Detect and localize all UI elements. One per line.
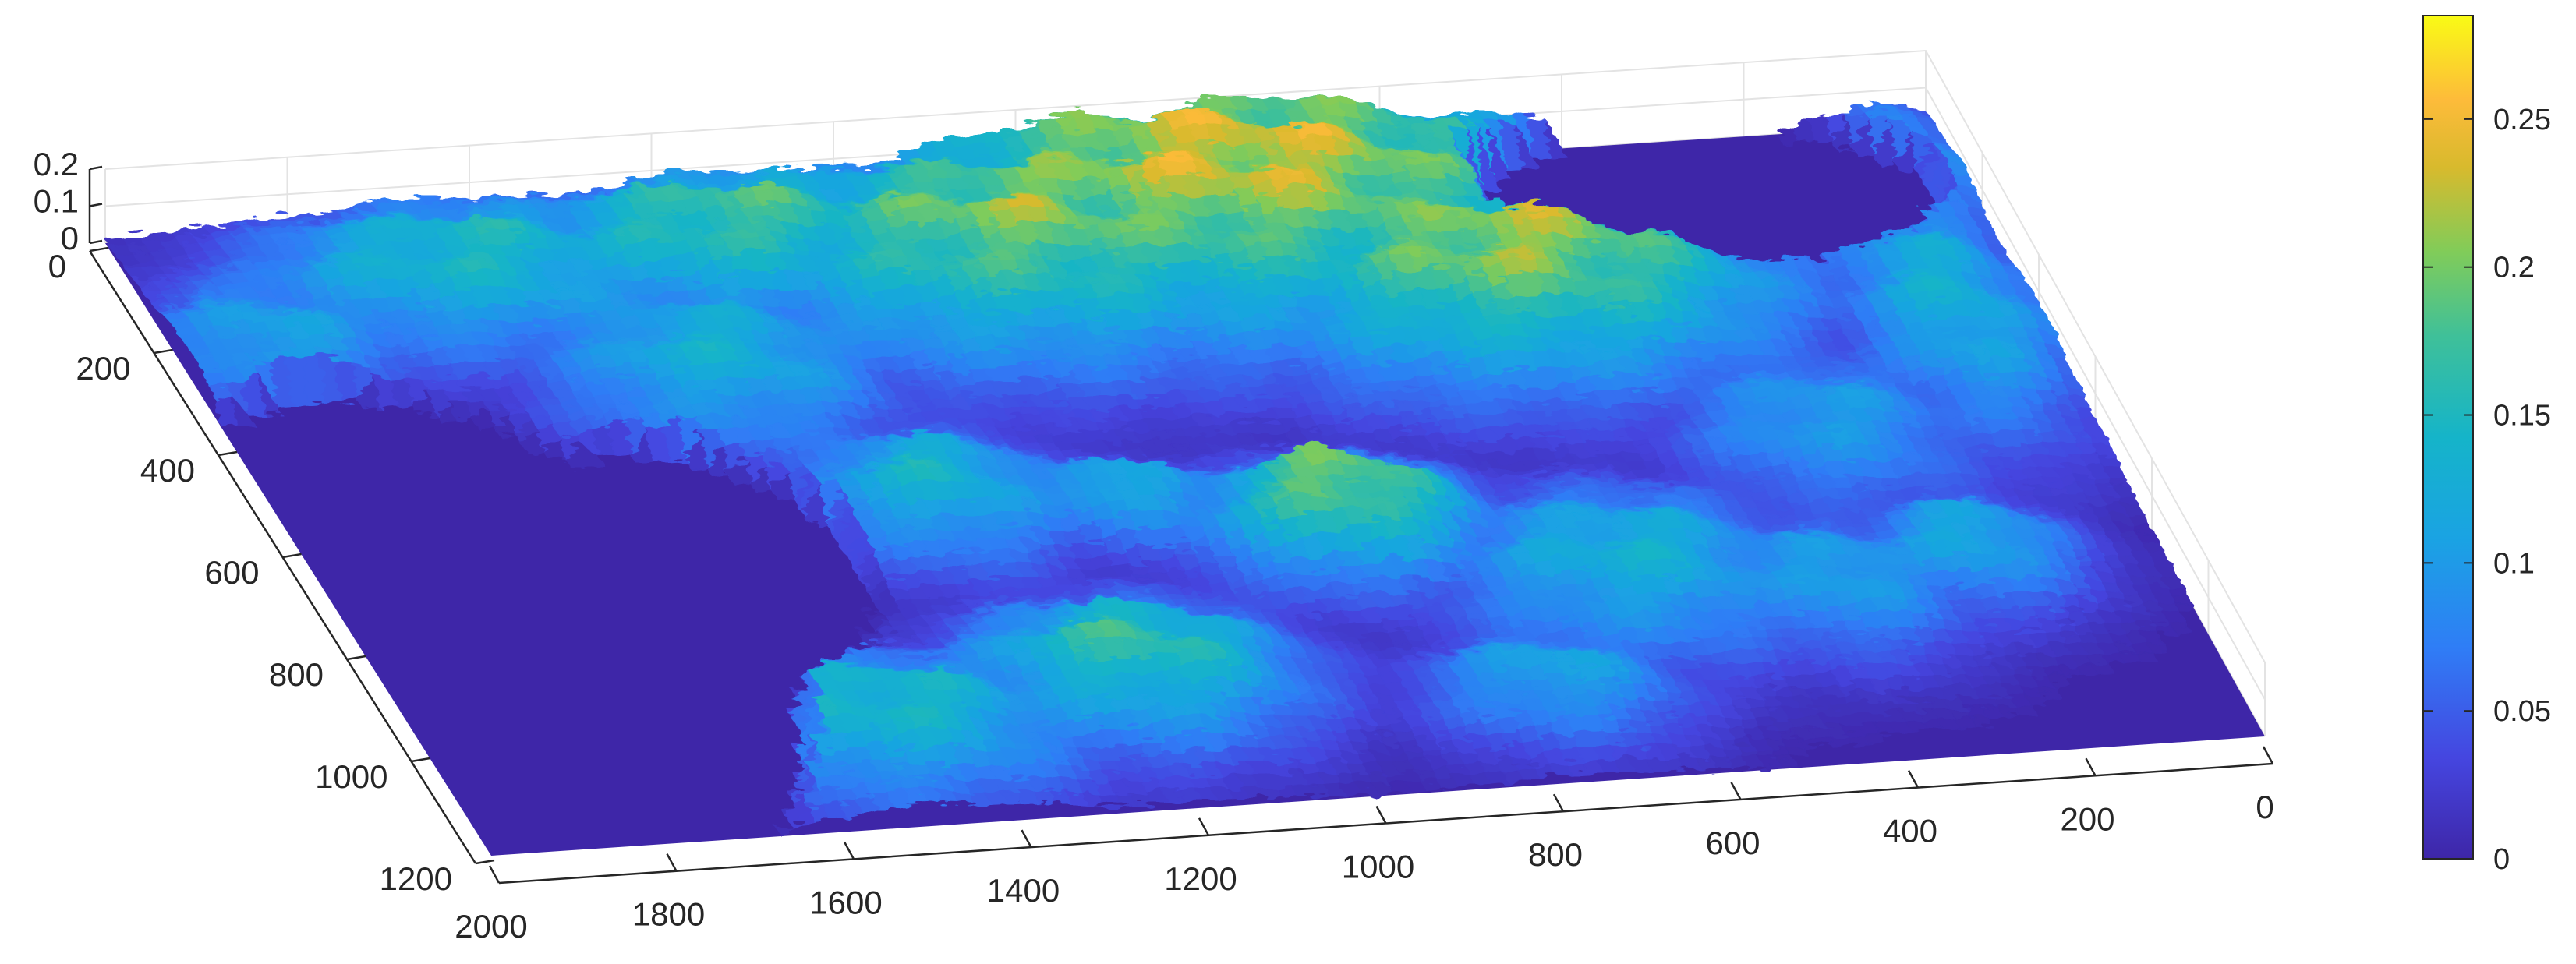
surface-cell	[1545, 119, 1568, 159]
grid-line-z	[104, 49, 2266, 663]
grid-line-z	[104, 87, 2266, 700]
surface-cell	[1516, 125, 1540, 170]
surface-cell	[1477, 124, 1500, 191]
surface-cell	[1488, 125, 1512, 181]
surface-terrain	[104, 94, 2198, 837]
